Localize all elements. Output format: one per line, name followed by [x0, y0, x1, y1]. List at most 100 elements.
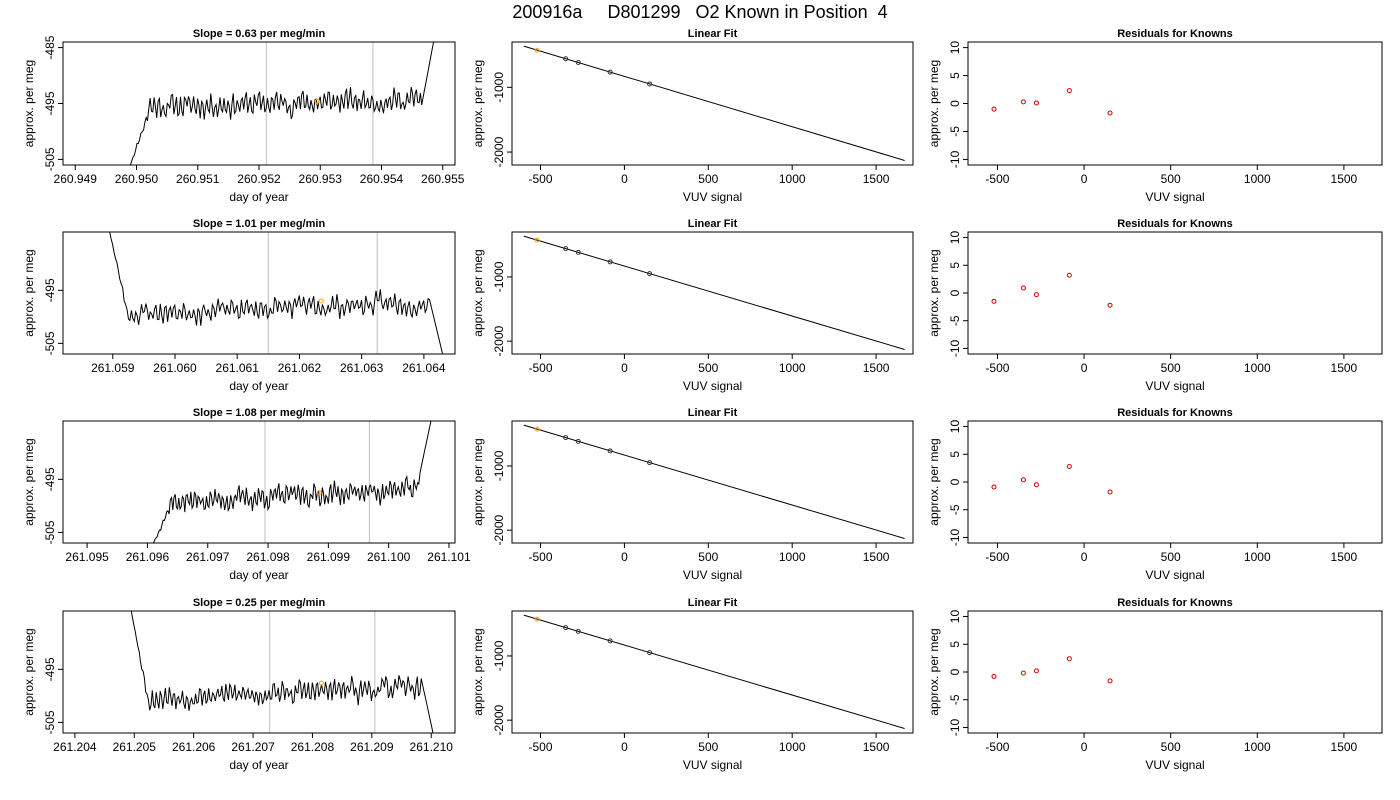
y-tick-label: -5 [948, 126, 962, 137]
plot-frame [967, 610, 1383, 734]
fit-line [523, 235, 905, 350]
x-tick-label: 261.101 [427, 550, 471, 564]
x-tick-label: 261.096 [126, 550, 170, 564]
x-tick-label: 500 [698, 550, 718, 564]
y-axis-label: approx. per meg [22, 438, 36, 525]
x-tick-label: 0 [1081, 550, 1088, 564]
y-tick-label: 10 [948, 420, 962, 434]
y-tick-label: -505 [43, 331, 57, 355]
x-tick-label: 261.062 [278, 361, 322, 375]
x-tick-label: 260.951 [176, 172, 220, 186]
x-tick-label: -500 [529, 172, 553, 186]
x-tick-label: 1000 [1244, 172, 1271, 186]
residual-point [1107, 489, 1113, 495]
panel-residuals-row-4: Residuals for Knowns -500 0 500 1000 1500 -10 -… [927, 597, 1383, 772]
panel-title: Residuals for Knowns [1117, 407, 1233, 419]
x-tick-label: 1000 [779, 550, 806, 564]
residual-point [1107, 302, 1113, 308]
y-tick-label: -1000 [492, 261, 506, 292]
x-tick-label: 1000 [1244, 361, 1271, 375]
y-tick-label: -5 [948, 694, 962, 705]
panel-fit-row-2: Linear Fit -500 0 500 1000 1500 -1000 -2000 VUV … [471, 218, 914, 393]
x-tick-label: 0 [621, 172, 628, 186]
plot-frame [62, 231, 456, 355]
panel-title: Slope = 0.63 per meg/min [193, 28, 326, 40]
y-axis-label: approx. per meg [22, 628, 36, 715]
y-tick-label: -485 [43, 35, 57, 59]
x-tick-label: 260.950 [115, 172, 159, 186]
fit-point [563, 246, 569, 252]
fit-line [523, 424, 905, 539]
panel-title: Residuals for Knowns [1117, 597, 1233, 609]
fit-line [523, 45, 905, 161]
x-tick-label: 1000 [779, 172, 806, 186]
x-tick-label: 1000 [779, 740, 806, 754]
y-tick-label: 0 [948, 100, 962, 107]
x-tick-label: 0 [621, 740, 628, 754]
x-tick-label: 261.063 [340, 361, 384, 375]
x-tick-label: 261.207 [231, 740, 275, 754]
fit-point [607, 448, 613, 454]
y-tick-label: -495 [43, 278, 57, 302]
y-tick-label: -5 [948, 504, 962, 515]
x-axis-label: day of year [229, 379, 288, 393]
x-tick-label: 260.953 [299, 172, 343, 186]
trace-line [109, 232, 444, 354]
data-layer [129, 42, 435, 165]
residual-point [991, 673, 997, 679]
fit-point [575, 249, 581, 255]
y-tick-label: 5 [948, 641, 962, 648]
residual-point [1066, 656, 1072, 662]
fit-point [647, 271, 653, 277]
residual-point [1020, 285, 1026, 291]
x-tick-label: 261.205 [113, 740, 157, 754]
panel-residuals-row-2: Residuals for Knowns -500 0 500 1000 1500 -10 -… [927, 218, 1383, 393]
panel-title: Residuals for Knowns [1117, 218, 1233, 230]
y-tick-label: 5 [948, 262, 962, 269]
figure-title: 200916a D801299 O2 Known in Position 4 [512, 2, 888, 22]
panel-fit-row-3: Linear Fit -500 0 500 1000 1500 -1000 -2000 VUV … [471, 407, 914, 582]
y-tick-label: 5 [948, 72, 962, 79]
x-tick-label: 1500 [863, 361, 890, 375]
x-tick-label: 0 [621, 361, 628, 375]
fit-point [607, 638, 613, 644]
y-axis-label: approx. per meg [471, 628, 485, 715]
residual-point [1033, 100, 1039, 106]
x-tick-label: 261.206 [172, 740, 216, 754]
data-layer [523, 614, 905, 729]
plot-frame [967, 41, 1383, 166]
y-tick-label: 10 [948, 41, 962, 55]
residual-point [991, 298, 997, 304]
data-layer [153, 421, 432, 543]
panel-trace-row-1: Slope = 0.63 per meg/min 260.949 260.950 26… [22, 28, 465, 204]
panel-title: Slope = 1.01 per meg/min [193, 218, 326, 230]
x-tick-label: 260.952 [237, 172, 281, 186]
residual-point [1020, 99, 1026, 105]
x-tick-label: 500 [1161, 550, 1181, 564]
x-tick-label: 261.061 [216, 361, 260, 375]
y-tick-label: -10 [948, 150, 962, 168]
y-tick-label: -495 [43, 467, 57, 491]
residual-point [1107, 678, 1113, 684]
y-tick-label: -10 [948, 339, 962, 357]
panel-trace-row-4: Slope = 0.25 per meg/min 261.204 261.205 26… [22, 597, 456, 772]
plot-frame [967, 420, 1383, 544]
fit-point-highlight [534, 616, 540, 622]
x-axis-label: VUV signal [1145, 568, 1204, 582]
y-tick-label: -1000 [492, 640, 506, 671]
highlight-point [318, 680, 324, 686]
x-tick-label: 500 [1161, 361, 1181, 375]
y-tick-label: -505 [43, 147, 57, 171]
trace-line [153, 421, 432, 543]
y-tick-label: -1000 [492, 450, 506, 481]
y-tick-label: -495 [43, 657, 57, 681]
fit-point [647, 650, 653, 656]
data-layer [523, 424, 905, 539]
y-tick-label: 0 [948, 668, 962, 675]
panel-title: Linear Fit [688, 597, 738, 609]
panel-residuals-row-1: Residuals for Knowns -500 0 500 1000 1500 -10 -… [927, 28, 1383, 204]
y-axis-label: approx. per meg [22, 60, 36, 147]
y-tick-label: 10 [948, 610, 962, 624]
fit-point [563, 435, 569, 441]
y-axis-label: approx. per meg [22, 249, 36, 336]
